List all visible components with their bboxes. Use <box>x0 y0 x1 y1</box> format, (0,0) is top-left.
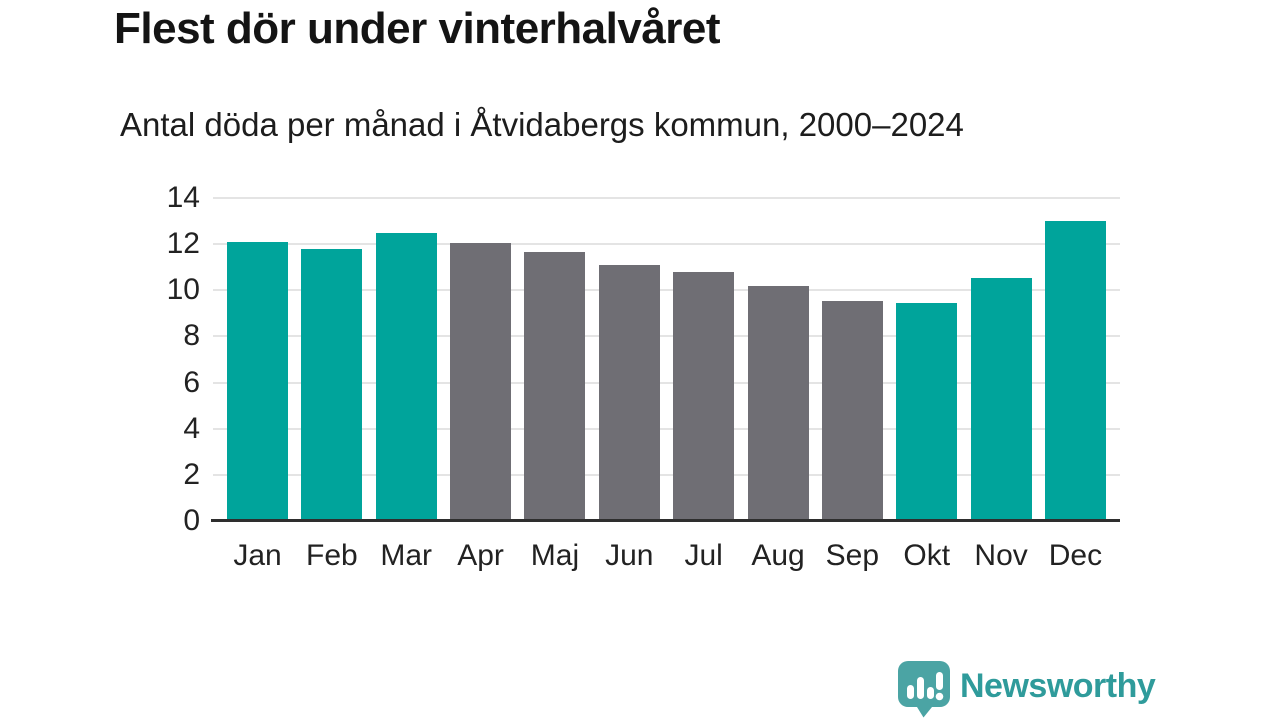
bar-jun <box>598 264 660 521</box>
bar-sep <box>821 300 883 521</box>
x-tick-label-jul: Jul <box>684 539 723 572</box>
x-axis: Jan Feb Mar Apr Maj Jun Jul Aug Sep Okt Nov Dec <box>213 536 1120 576</box>
bars-container <box>213 198 1120 521</box>
y-axis: 0 2 4 6 8 10 12 14 <box>80 181 200 537</box>
newsworthy-logo-icon <box>898 661 950 718</box>
x-tick-label-nov: Nov <box>974 539 1028 572</box>
y-tick-label-0: 0 <box>183 504 200 537</box>
gridline-8 <box>213 335 1120 338</box>
y-tick-label-6: 6 <box>183 365 200 399</box>
x-tick-label-jun: Jun <box>605 539 654 572</box>
gridline-2 <box>213 473 1120 476</box>
gridline-4 <box>213 427 1120 430</box>
logo-bar-2 <box>917 677 924 699</box>
y-tick-label-8: 8 <box>183 319 200 353</box>
chart-title: Flest dör under vinterhalvåret <box>114 4 721 53</box>
x-tick-label-feb: Feb <box>306 539 358 572</box>
logo-bar-1 <box>907 685 914 699</box>
gridline-6 <box>213 381 1120 384</box>
logo-exclamation-stem <box>936 672 943 690</box>
y-tick-label-14: 14 <box>166 181 200 214</box>
bar-dec <box>1044 221 1106 521</box>
y-tick-label-2: 2 <box>183 457 200 491</box>
bar-jan <box>227 241 288 521</box>
x-tick-label-mar: Mar <box>380 539 433 572</box>
bar-aug <box>747 285 809 521</box>
bar-chart <box>211 197 1120 522</box>
bar-feb <box>301 248 363 521</box>
newsworthy-logo: Newsworthy <box>896 660 1156 718</box>
x-tick-label-jan: Jan <box>233 539 282 572</box>
gridline-14 <box>213 197 1120 199</box>
x-tick-label-aug: Aug <box>751 539 805 572</box>
bar-apr <box>450 243 512 521</box>
y-tick-label-12: 12 <box>166 227 200 261</box>
x-tick-label-maj: Maj <box>530 539 580 572</box>
bar-maj <box>524 252 586 521</box>
gridline-12 <box>213 243 1120 246</box>
x-tick-label-dec: Dec <box>1048 539 1103 572</box>
bar-nov <box>970 277 1032 521</box>
y-tick-label-4: 4 <box>183 411 200 445</box>
logo-bar-3 <box>927 687 934 699</box>
bar-mar <box>375 232 437 521</box>
logo-exclamation-dot <box>935 692 944 701</box>
x-tick-label-apr: Apr <box>457 539 504 572</box>
x-tick-label-sep: Sep <box>825 539 880 572</box>
newsworthy-wordmark: Newsworthy <box>960 666 1156 705</box>
bar-jul <box>673 271 735 521</box>
bar-okt <box>896 302 958 521</box>
x-tick-label-okt: Okt <box>903 539 951 572</box>
chart-subtitle: Antal döda per månad i Åtvidabergs kommu… <box>120 106 964 143</box>
y-tick-label-10: 10 <box>166 273 200 307</box>
x-axis-line <box>211 519 1120 522</box>
gridline-10 <box>213 289 1120 292</box>
